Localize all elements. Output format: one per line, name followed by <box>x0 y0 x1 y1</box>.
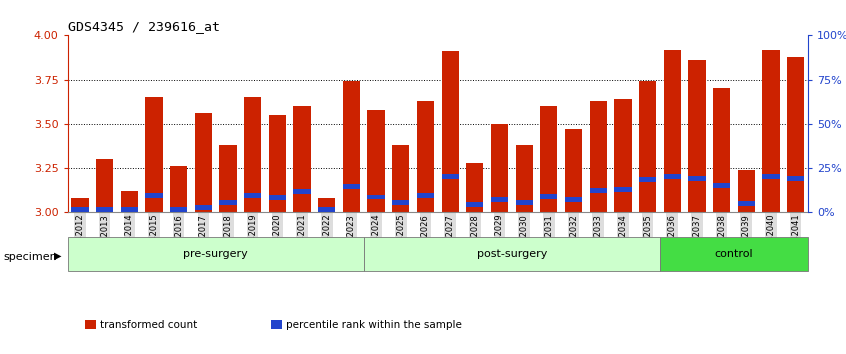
Bar <box>367 110 385 212</box>
Text: percentile rank within the sample: percentile rank within the sample <box>286 320 462 330</box>
Bar <box>689 60 706 212</box>
Bar <box>269 115 286 212</box>
Bar <box>590 101 607 212</box>
Text: control: control <box>715 249 753 259</box>
Text: GDS4345 / 239616_at: GDS4345 / 239616_at <box>68 20 220 33</box>
Bar <box>738 170 755 212</box>
Bar <box>71 198 89 212</box>
Bar <box>318 198 335 212</box>
Bar <box>663 50 681 212</box>
Bar <box>565 198 582 202</box>
Bar <box>393 145 409 212</box>
Bar <box>713 88 730 212</box>
Bar <box>170 166 187 212</box>
Bar <box>713 183 730 188</box>
Bar <box>68 237 364 271</box>
Bar <box>689 176 706 181</box>
Bar <box>244 97 261 212</box>
Bar <box>466 163 483 212</box>
Bar <box>442 175 459 179</box>
Text: ▶: ▶ <box>54 251 62 261</box>
Bar <box>466 202 483 207</box>
Bar <box>343 81 360 212</box>
Bar <box>442 51 459 212</box>
Bar <box>96 207 113 212</box>
Bar <box>318 207 335 212</box>
Bar <box>491 124 508 212</box>
Bar <box>491 196 508 201</box>
Bar <box>343 184 360 189</box>
Bar <box>417 101 434 212</box>
Bar <box>417 193 434 198</box>
Bar <box>515 200 533 205</box>
Bar <box>565 129 582 212</box>
Bar <box>146 97 162 212</box>
Bar <box>787 57 805 212</box>
Bar <box>762 50 779 212</box>
Text: specimen: specimen <box>3 252 58 262</box>
Bar <box>195 113 212 212</box>
Bar <box>660 237 808 271</box>
Bar <box>121 191 138 212</box>
Bar <box>762 174 779 179</box>
Bar <box>614 187 631 192</box>
Bar <box>364 237 660 271</box>
Bar <box>515 145 533 212</box>
Bar <box>541 106 558 212</box>
Bar <box>541 194 558 199</box>
Text: pre-surgery: pre-surgery <box>184 249 248 259</box>
Bar <box>195 205 212 210</box>
Bar <box>393 200 409 205</box>
Bar <box>96 159 113 212</box>
Bar <box>738 201 755 206</box>
Bar <box>639 177 656 182</box>
Bar <box>244 193 261 198</box>
Bar <box>170 207 187 212</box>
Bar <box>663 174 681 179</box>
Bar <box>269 195 286 200</box>
Bar <box>367 194 385 199</box>
Text: transformed count: transformed count <box>100 320 197 330</box>
Bar <box>614 99 631 212</box>
Bar <box>294 189 310 194</box>
Bar <box>146 193 162 198</box>
Bar <box>219 145 237 212</box>
Bar <box>590 188 607 193</box>
Bar <box>639 81 656 212</box>
Bar <box>121 207 138 212</box>
Bar <box>219 200 237 205</box>
Bar <box>787 176 805 181</box>
Text: post-surgery: post-surgery <box>476 249 547 259</box>
Bar <box>71 207 89 212</box>
Bar <box>294 106 310 212</box>
